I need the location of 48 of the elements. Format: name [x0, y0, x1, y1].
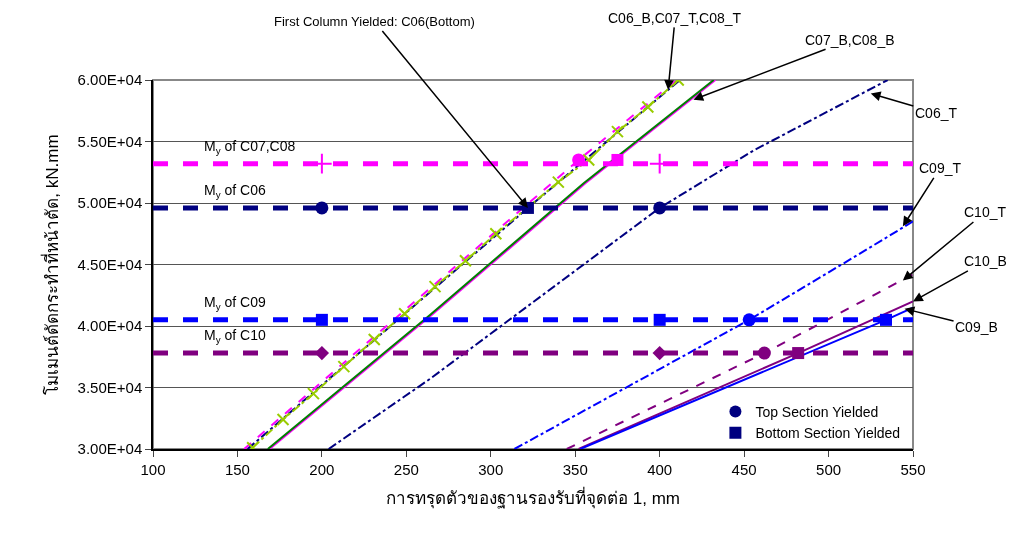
point [306, 387, 320, 401]
ref-line-label: M$_{y}$ of C07,C08 [204, 138, 296, 156]
y-tick-label: 4.00E+04 [77, 317, 143, 335]
annotation: C06_T [915, 105, 958, 121]
x-tick-label: 550 [900, 460, 926, 478]
annotation: C10_T [964, 204, 1007, 220]
x-tick-label: 300 [478, 460, 504, 478]
x-axis-title: การทรุดตัวของฐานรองรับที่จุดต่อ 1, mm [386, 485, 680, 509]
point [582, 153, 596, 167]
annotation: C09_B [955, 319, 998, 335]
point [489, 227, 503, 241]
ref-line-label: M$_{y}$ of C06 [204, 182, 266, 200]
point [428, 280, 442, 294]
y-tick-label: 4.50E+04 [77, 255, 143, 273]
annotation: C09_T [919, 160, 962, 176]
point [610, 125, 624, 139]
point [337, 360, 351, 374]
point [314, 345, 330, 361]
x-tick-label: 450 [731, 460, 757, 478]
x-tick-label: 350 [562, 460, 588, 478]
annotation: First Column Yielded: C06(Bottom) [274, 14, 475, 29]
legend-label: Top Section Yielded [755, 404, 879, 421]
x-tick-label: 400 [647, 460, 673, 478]
legend-label: Bottom Section Yielded [755, 425, 901, 442]
x-tick-label: 250 [393, 460, 419, 478]
y-tick-label: 3.50E+04 [77, 378, 143, 396]
point [276, 412, 290, 426]
y-tick-label: 5.00E+04 [77, 194, 143, 212]
x-tick-label: 150 [224, 460, 250, 478]
x-tick-label: 200 [309, 460, 335, 478]
y-axis-title: โมเมนต์ดัดกระทำที่หน้าตัด, kN.mm [39, 134, 62, 395]
y-tick-label: 6.00E+04 [77, 71, 143, 89]
ref-line-label: M$_{y}$ of C10 [204, 327, 266, 345]
annotation: C10_B [964, 253, 1007, 269]
point [315, 313, 328, 326]
annotation: C06_B,C07_T,C08_T [608, 10, 742, 26]
point [458, 254, 472, 268]
annotation: C07_B,C08_B [805, 32, 895, 48]
y-tick-label: 3.00E+04 [77, 440, 143, 458]
y-tick-label: 5.50E+04 [77, 132, 143, 150]
x-tick-label: 500 [816, 460, 842, 478]
point [551, 175, 565, 189]
point [641, 100, 655, 114]
point [367, 333, 381, 347]
x-tick-label: 100 [140, 460, 166, 478]
point [398, 307, 412, 321]
ref-line-label: M$_{y}$ of C09 [204, 294, 266, 312]
point [653, 313, 666, 326]
